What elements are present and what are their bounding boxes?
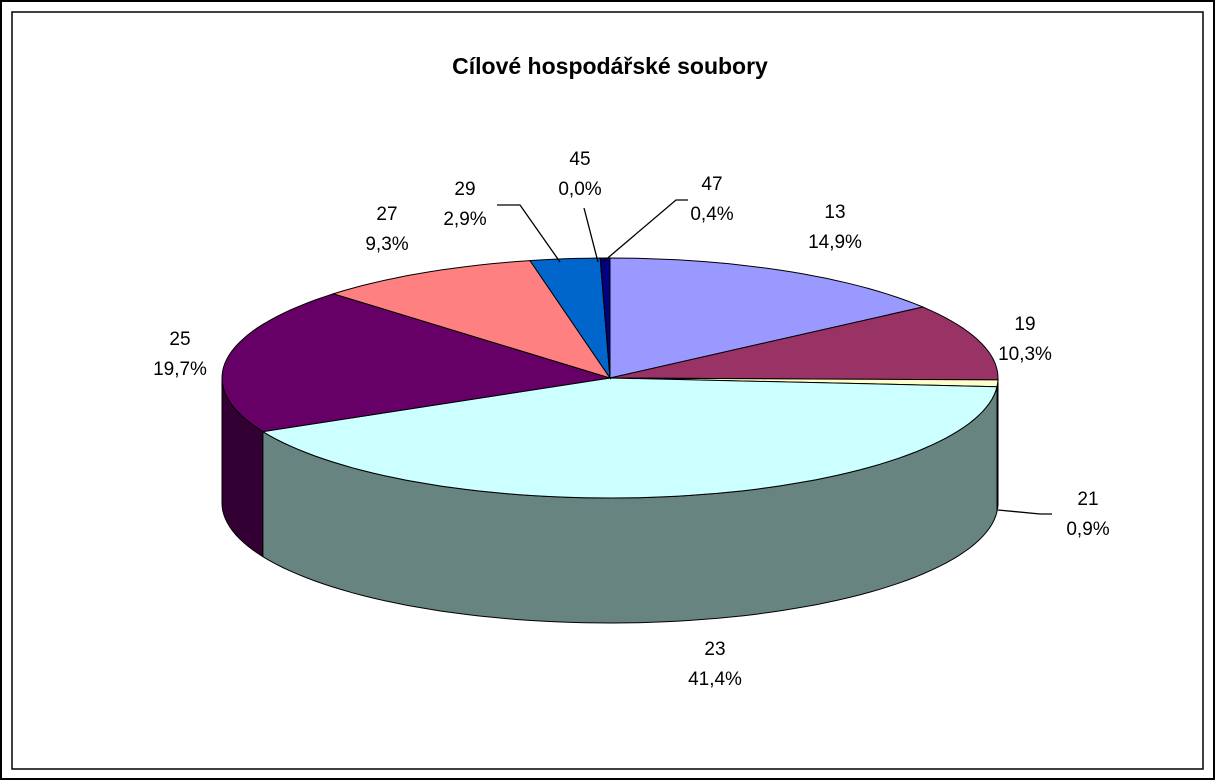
leader-line [583, 207, 599, 263]
value-label: 0,9% [1066, 519, 1109, 540]
slice [261, 377, 998, 499]
category-label: 45 [569, 149, 590, 170]
slice [331, 260, 612, 379]
value-label: 9,3% [365, 234, 408, 255]
category-label: 19 [1014, 314, 1035, 335]
labels: 13 14,9% 19 10,3% 21 0,9% 23 41,4% 25 19,7% 27 9,3%… [153, 149, 1110, 690]
category-label: 23 [704, 639, 725, 660]
slice [609, 306, 999, 381]
category-label: 47 [701, 174, 722, 195]
value-label: 2,9% [443, 209, 486, 230]
category-label: 29 [454, 179, 475, 200]
category-label: 25 [169, 329, 190, 350]
leader-line [602, 199, 688, 263]
slice [599, 257, 611, 379]
value-label: 10,3% [998, 344, 1052, 365]
chart-title: Cílové hospodářské soubory [452, 53, 768, 79]
value-label: 41,4% [688, 669, 742, 690]
leader-lines [497, 199, 1052, 515]
slice [529, 257, 611, 380]
slice [609, 257, 925, 379]
leader-line [997, 509, 1052, 515]
slice [221, 293, 611, 433]
value-label: 14,9% [808, 232, 862, 253]
value-label: 0,4% [690, 204, 733, 225]
category-label: 21 [1077, 489, 1098, 510]
value-label: 0,0% [558, 179, 601, 200]
category-label: 13 [824, 202, 845, 223]
pie [221, 257, 999, 624]
leader-line [497, 204, 561, 263]
category-label: 27 [376, 204, 397, 225]
value-label: 19,7% [153, 359, 207, 380]
